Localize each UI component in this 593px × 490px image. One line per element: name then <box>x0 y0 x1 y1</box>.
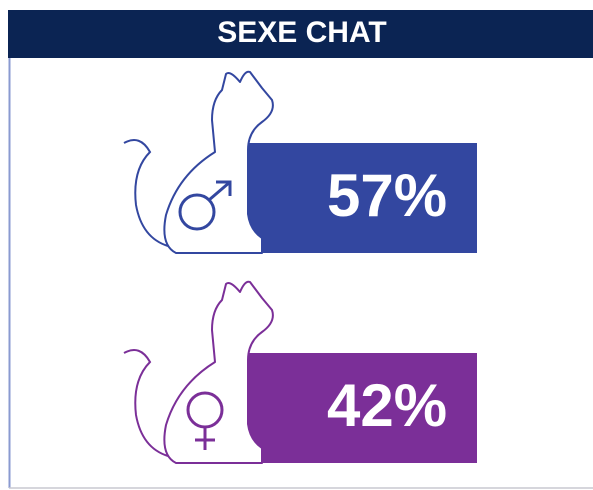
male-symbol <box>178 193 216 231</box>
pictogram-item: 42% <box>123 280 477 464</box>
chart-title: SEXE CHAT <box>217 16 386 49</box>
value-box <box>245 143 477 253</box>
pictogram-item: 57% <box>123 70 477 254</box>
cat-tail <box>123 349 169 457</box>
value-label: 42% <box>327 372 447 439</box>
cat-tail <box>123 139 169 247</box>
value-box <box>245 353 477 463</box>
male-arrow <box>208 180 232 202</box>
header <box>8 10 593 58</box>
female-cross <box>195 427 215 450</box>
cat-icon <box>163 280 274 464</box>
value-label: 57% <box>327 162 447 229</box>
cat-icon <box>163 70 274 254</box>
